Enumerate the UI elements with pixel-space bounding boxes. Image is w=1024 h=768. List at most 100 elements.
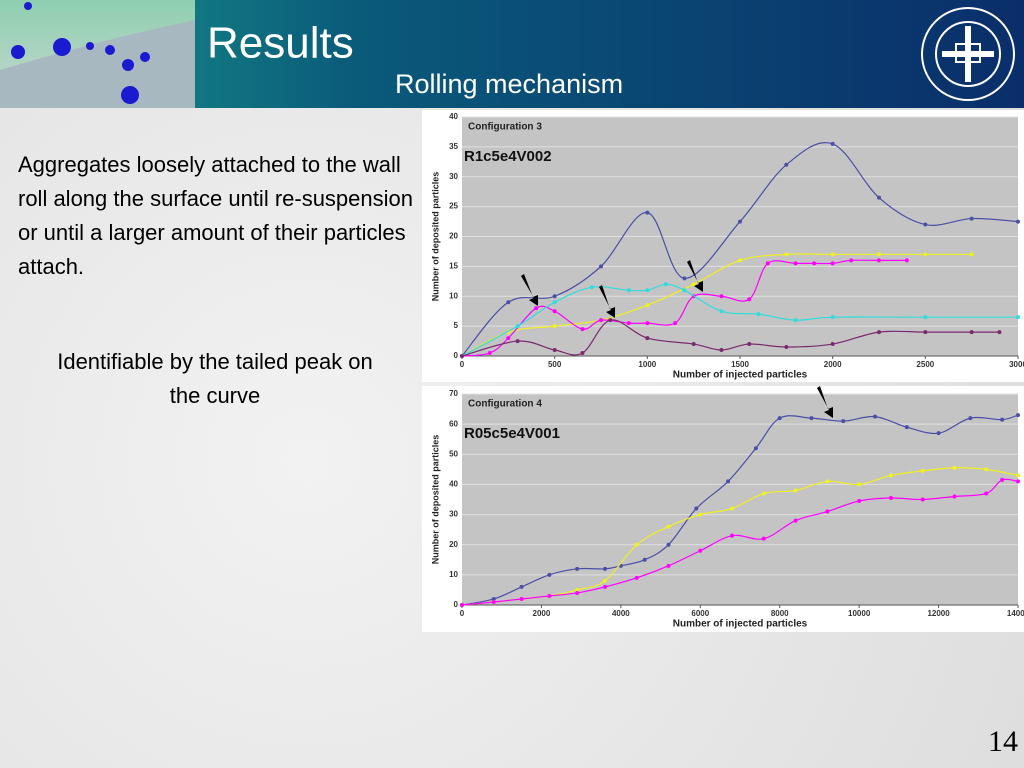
series-line [461, 253, 972, 357]
data-point [719, 294, 724, 299]
data-point [997, 330, 1002, 335]
y-tick-label: 5 [454, 321, 459, 330]
y-tick-label: 30 [449, 172, 458, 181]
data-point [666, 542, 671, 547]
data-point [634, 575, 639, 580]
data-point [1000, 417, 1005, 422]
x-tick-label: 500 [548, 360, 562, 369]
y-tick-label: 40 [449, 112, 458, 121]
data-point [825, 479, 830, 484]
data-point [691, 282, 696, 287]
data-point [952, 465, 957, 470]
data-point [969, 330, 974, 335]
x-tick-label: 1500 [731, 360, 749, 369]
chart-title: Configuration 4 [468, 399, 542, 410]
data-point [626, 321, 631, 326]
data-point [825, 509, 830, 514]
slide-title: Results [207, 19, 354, 68]
data-point [761, 491, 766, 496]
data-point [904, 425, 909, 430]
data-point [809, 416, 814, 421]
data-point [534, 306, 539, 311]
y-tick-label: 40 [449, 480, 458, 489]
data-point [738, 258, 742, 263]
data-point [666, 524, 671, 529]
data-point [608, 318, 613, 323]
data-point [589, 285, 594, 290]
data-point [634, 542, 639, 547]
data-point [719, 309, 724, 314]
data-point [747, 342, 752, 347]
data-point [730, 506, 735, 511]
data-point [830, 252, 835, 257]
data-point [793, 261, 798, 266]
y-tick-label: 20 [449, 540, 458, 549]
data-point [984, 467, 989, 472]
data-point [506, 300, 511, 305]
data-point [694, 506, 699, 511]
data-point [626, 288, 631, 293]
y-tick-label: 60 [449, 419, 458, 428]
series-line [461, 283, 1018, 357]
data-point [877, 252, 881, 257]
data-point [642, 557, 647, 562]
data-point [923, 315, 928, 320]
x-tick-label: 0 [460, 360, 465, 369]
data-point [602, 566, 607, 571]
data-point [645, 210, 650, 215]
data-point [547, 572, 552, 577]
data-point [793, 518, 798, 523]
data-point [602, 578, 607, 583]
y-tick-label: 20 [449, 232, 458, 241]
data-point [552, 348, 557, 353]
data-point [552, 324, 557, 329]
data-point [784, 345, 789, 350]
data-point [575, 590, 580, 595]
header-image-surface [0, 20, 195, 108]
data-point [747, 297, 752, 302]
data-point [877, 258, 881, 263]
data-point [698, 512, 703, 517]
x-tick-label: 1000 [638, 360, 656, 369]
data-point [877, 330, 881, 335]
data-point [793, 318, 798, 323]
data-point [575, 566, 580, 571]
x-tick-label: 10000 [848, 609, 871, 618]
data-point [580, 327, 585, 332]
data-point [682, 276, 687, 281]
page-number: 14 [988, 725, 1018, 758]
x-tick-label: 8000 [771, 609, 789, 618]
x-tick-label: 2500 [916, 360, 934, 369]
y-axis-label: Number of deposited particles [430, 435, 440, 565]
x-tick-label: 2000 [824, 360, 842, 369]
data-point [1016, 219, 1020, 224]
data-point [857, 482, 862, 487]
data-point [730, 533, 735, 538]
data-point [515, 339, 520, 344]
data-point [830, 342, 835, 347]
y-tick-label: 0 [454, 600, 459, 609]
university-logo [921, 7, 1015, 101]
data-point [552, 294, 557, 299]
data-point [1000, 477, 1005, 482]
data-point [777, 416, 782, 421]
y-tick-label: 10 [449, 570, 458, 579]
y-tick-label: 30 [449, 510, 458, 519]
data-point [726, 479, 731, 484]
data-point [904, 258, 909, 263]
data-point [602, 584, 607, 589]
y-tick-label: 50 [449, 449, 458, 458]
data-point [519, 584, 524, 589]
y-tick-label: 70 [449, 389, 458, 398]
y-tick-label: 15 [449, 261, 458, 270]
charts: 0510152025303540050010001500200025003000… [430, 112, 1024, 630]
data-point [761, 536, 766, 541]
data-point [666, 563, 671, 568]
data-point [765, 261, 770, 266]
x-axis-label: Number of injected particles [673, 370, 808, 381]
data-point [645, 303, 650, 308]
x-tick-label: 14000 [1007, 609, 1024, 618]
data-point [547, 593, 552, 598]
paragraph: Aggregates loosely attached to the wall … [18, 152, 414, 279]
